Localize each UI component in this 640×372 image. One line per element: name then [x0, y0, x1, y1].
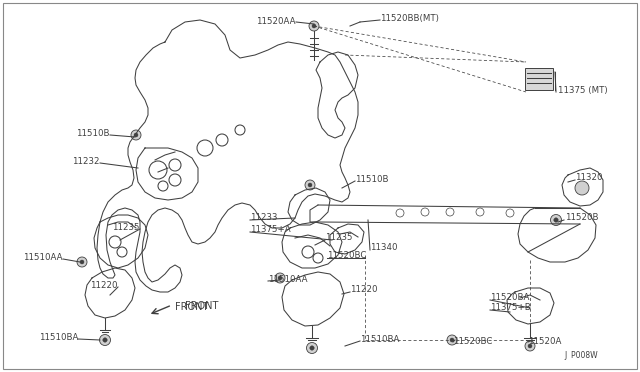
Text: 11510AA: 11510AA [268, 276, 307, 285]
Circle shape [131, 130, 141, 140]
Circle shape [134, 133, 138, 137]
Text: J  P008W: J P008W [564, 352, 598, 360]
Text: 11510B: 11510B [77, 128, 110, 138]
Text: 11320: 11320 [575, 173, 602, 183]
Text: 11520AA: 11520AA [257, 17, 296, 26]
Text: 11510BA: 11510BA [38, 334, 78, 343]
Text: 11232: 11232 [72, 157, 100, 167]
Text: 11340: 11340 [370, 244, 397, 253]
Text: 11510BA: 11510BA [360, 336, 399, 344]
Circle shape [528, 344, 532, 348]
Text: 11375+A: 11375+A [250, 225, 291, 234]
Text: 11520BB(MT): 11520BB(MT) [380, 13, 439, 22]
Polygon shape [525, 68, 553, 90]
Circle shape [80, 260, 84, 264]
Text: FRONT: FRONT [175, 302, 209, 312]
Circle shape [77, 257, 87, 267]
Circle shape [308, 183, 312, 187]
Circle shape [575, 181, 589, 195]
Circle shape [312, 24, 316, 28]
Text: 11510AA: 11510AA [24, 253, 63, 263]
Text: 11510B: 11510B [355, 176, 388, 185]
Circle shape [554, 218, 558, 222]
Text: 11520A: 11520A [528, 337, 561, 346]
Text: 11375 (MT): 11375 (MT) [558, 86, 607, 94]
Text: 11220: 11220 [350, 285, 378, 295]
Text: 11520BC: 11520BC [327, 251, 366, 260]
Circle shape [278, 276, 282, 280]
Text: 11520B: 11520B [565, 214, 598, 222]
Text: 11220: 11220 [90, 282, 118, 291]
Circle shape [450, 338, 454, 342]
Text: 11233: 11233 [250, 214, 278, 222]
Text: FRONT: FRONT [185, 301, 218, 311]
Circle shape [310, 346, 314, 350]
Text: 11375+B: 11375+B [490, 304, 531, 312]
Text: 11235: 11235 [325, 234, 353, 243]
Circle shape [447, 335, 457, 345]
Text: 11520BC: 11520BC [453, 337, 492, 346]
Circle shape [305, 180, 315, 190]
Circle shape [307, 343, 317, 353]
Circle shape [550, 215, 561, 225]
Circle shape [275, 273, 285, 283]
Circle shape [525, 341, 535, 351]
Text: 11235: 11235 [113, 224, 140, 232]
Circle shape [99, 334, 111, 346]
Circle shape [103, 338, 108, 342]
Text: 11520BA: 11520BA [490, 294, 529, 302]
Circle shape [309, 21, 319, 31]
